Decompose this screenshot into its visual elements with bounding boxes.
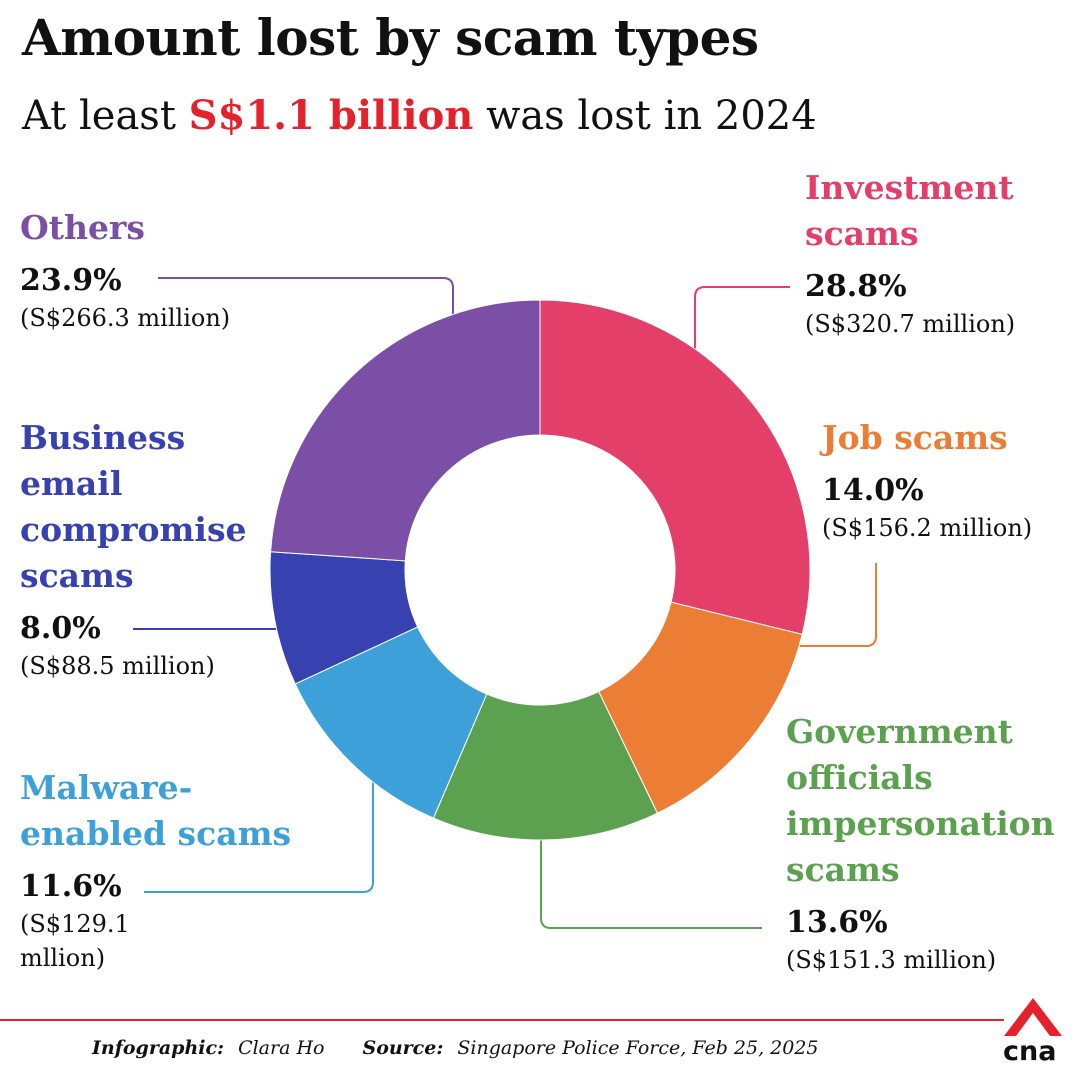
category-line: Business: [20, 418, 186, 457]
infographic-author: Clara Ho: [238, 1037, 325, 1059]
amount-line: (S$129.1: [20, 910, 130, 938]
category-line: scams: [805, 214, 919, 253]
footer-credits: Infographic: Clara Ho Source: Singapore Pol…: [92, 1037, 819, 1059]
category-line: officials: [786, 758, 933, 797]
amount-label-job: (S$156.2 million): [822, 511, 1032, 545]
infographic-label: Infographic:: [92, 1037, 225, 1059]
amount-line: mllion): [20, 944, 106, 972]
category-label-business-email: Business email compromise scams: [20, 415, 247, 599]
amount-line: (S$88.5 million): [20, 652, 215, 680]
subtitle-highlight: S$1.1 billion: [188, 92, 474, 139]
amount-label-government: (S$151.3 million): [786, 943, 1055, 977]
leader-line-investment: [694, 286, 790, 352]
leader-lines: [133, 277, 877, 929]
slice-government: [432, 690, 659, 841]
category-label-investment: Investment scams: [805, 165, 1015, 257]
amount-label-investment: (S$320.7 million): [805, 307, 1015, 341]
amount-line: (S$156.2 million): [822, 514, 1033, 542]
leader-line-government: [540, 840, 762, 929]
leader-line-malware: [144, 778, 374, 893]
leader-line-job: [792, 563, 877, 647]
category-line: scams: [786, 850, 900, 889]
percent-label-business-email: 8.0%: [20, 611, 101, 646]
category-line: scams: [20, 556, 134, 595]
label-business-email: Business email compromise scams 8.0% (S$…: [20, 415, 247, 683]
label-job: Job scams 14.0% (S$156.2 million): [822, 415, 1032, 545]
amount-label-others: (S$266.3 million): [20, 301, 230, 335]
source-value: Singapore Police Force, Feb 25, 2025: [457, 1037, 819, 1059]
percent-label-malware: 11.6%: [20, 869, 122, 904]
subtitle-prefix: At least: [22, 93, 189, 139]
footer-divider: [0, 1019, 1004, 1021]
label-others: Others 23.9% (S$266.3 million): [20, 205, 230, 335]
category-label-government: Government officials impersonation scams: [786, 709, 1055, 893]
category-label-malware: Malware- enabled scams: [20, 765, 291, 857]
category-line: compromise: [20, 510, 247, 549]
label-malware: Malware- enabled scams 11.6% (S$129.1 ml…: [20, 765, 291, 975]
amount-label-malware: (S$129.1 mllion): [20, 907, 291, 975]
category-line: Job scams: [822, 418, 1008, 457]
category-label-others: Others: [20, 205, 230, 251]
amount-label-business-email: (S$88.5 million): [20, 649, 247, 683]
label-government: Government officials impersonation scams…: [786, 709, 1055, 977]
category-line: Investment: [805, 168, 1014, 207]
label-investment: Investment scams 28.8% (S$320.7 million): [805, 165, 1015, 341]
category-line: email: [20, 464, 123, 503]
leader-line-others: [158, 277, 454, 318]
amount-line: (S$266.3 million): [20, 304, 231, 332]
percent-label-government: 13.6%: [786, 905, 888, 940]
category-line: Malware-: [20, 768, 193, 807]
percent-label-others: 23.9%: [20, 263, 122, 298]
amount-line: (S$320.7 million): [805, 310, 1016, 338]
amount-line: (S$151.3 million): [786, 946, 997, 974]
slice-investment: [539, 299, 811, 635]
chart-subtitle: At least S$1.1 billion was lost in 2024: [22, 92, 817, 139]
percent-label-investment: 28.8%: [805, 269, 907, 304]
category-line: enabled scams: [20, 814, 292, 853]
cna-logo-icon: [1004, 998, 1062, 1036]
subtitle-suffix: was lost in 2024: [473, 93, 817, 139]
category-line: Others: [20, 208, 145, 247]
category-label-job: Job scams: [822, 415, 1032, 461]
chart-title: Amount lost by scam types: [22, 8, 759, 67]
donut-slices: [269, 299, 811, 841]
slice-others: [270, 299, 541, 562]
slice-job: [598, 601, 803, 814]
category-line: Government: [786, 712, 1013, 751]
cna-logo-text: cna: [1003, 1036, 1057, 1067]
percent-label-job: 14.0%: [822, 473, 924, 508]
source-label: Source:: [362, 1037, 444, 1059]
category-line: impersonation: [786, 804, 1055, 843]
